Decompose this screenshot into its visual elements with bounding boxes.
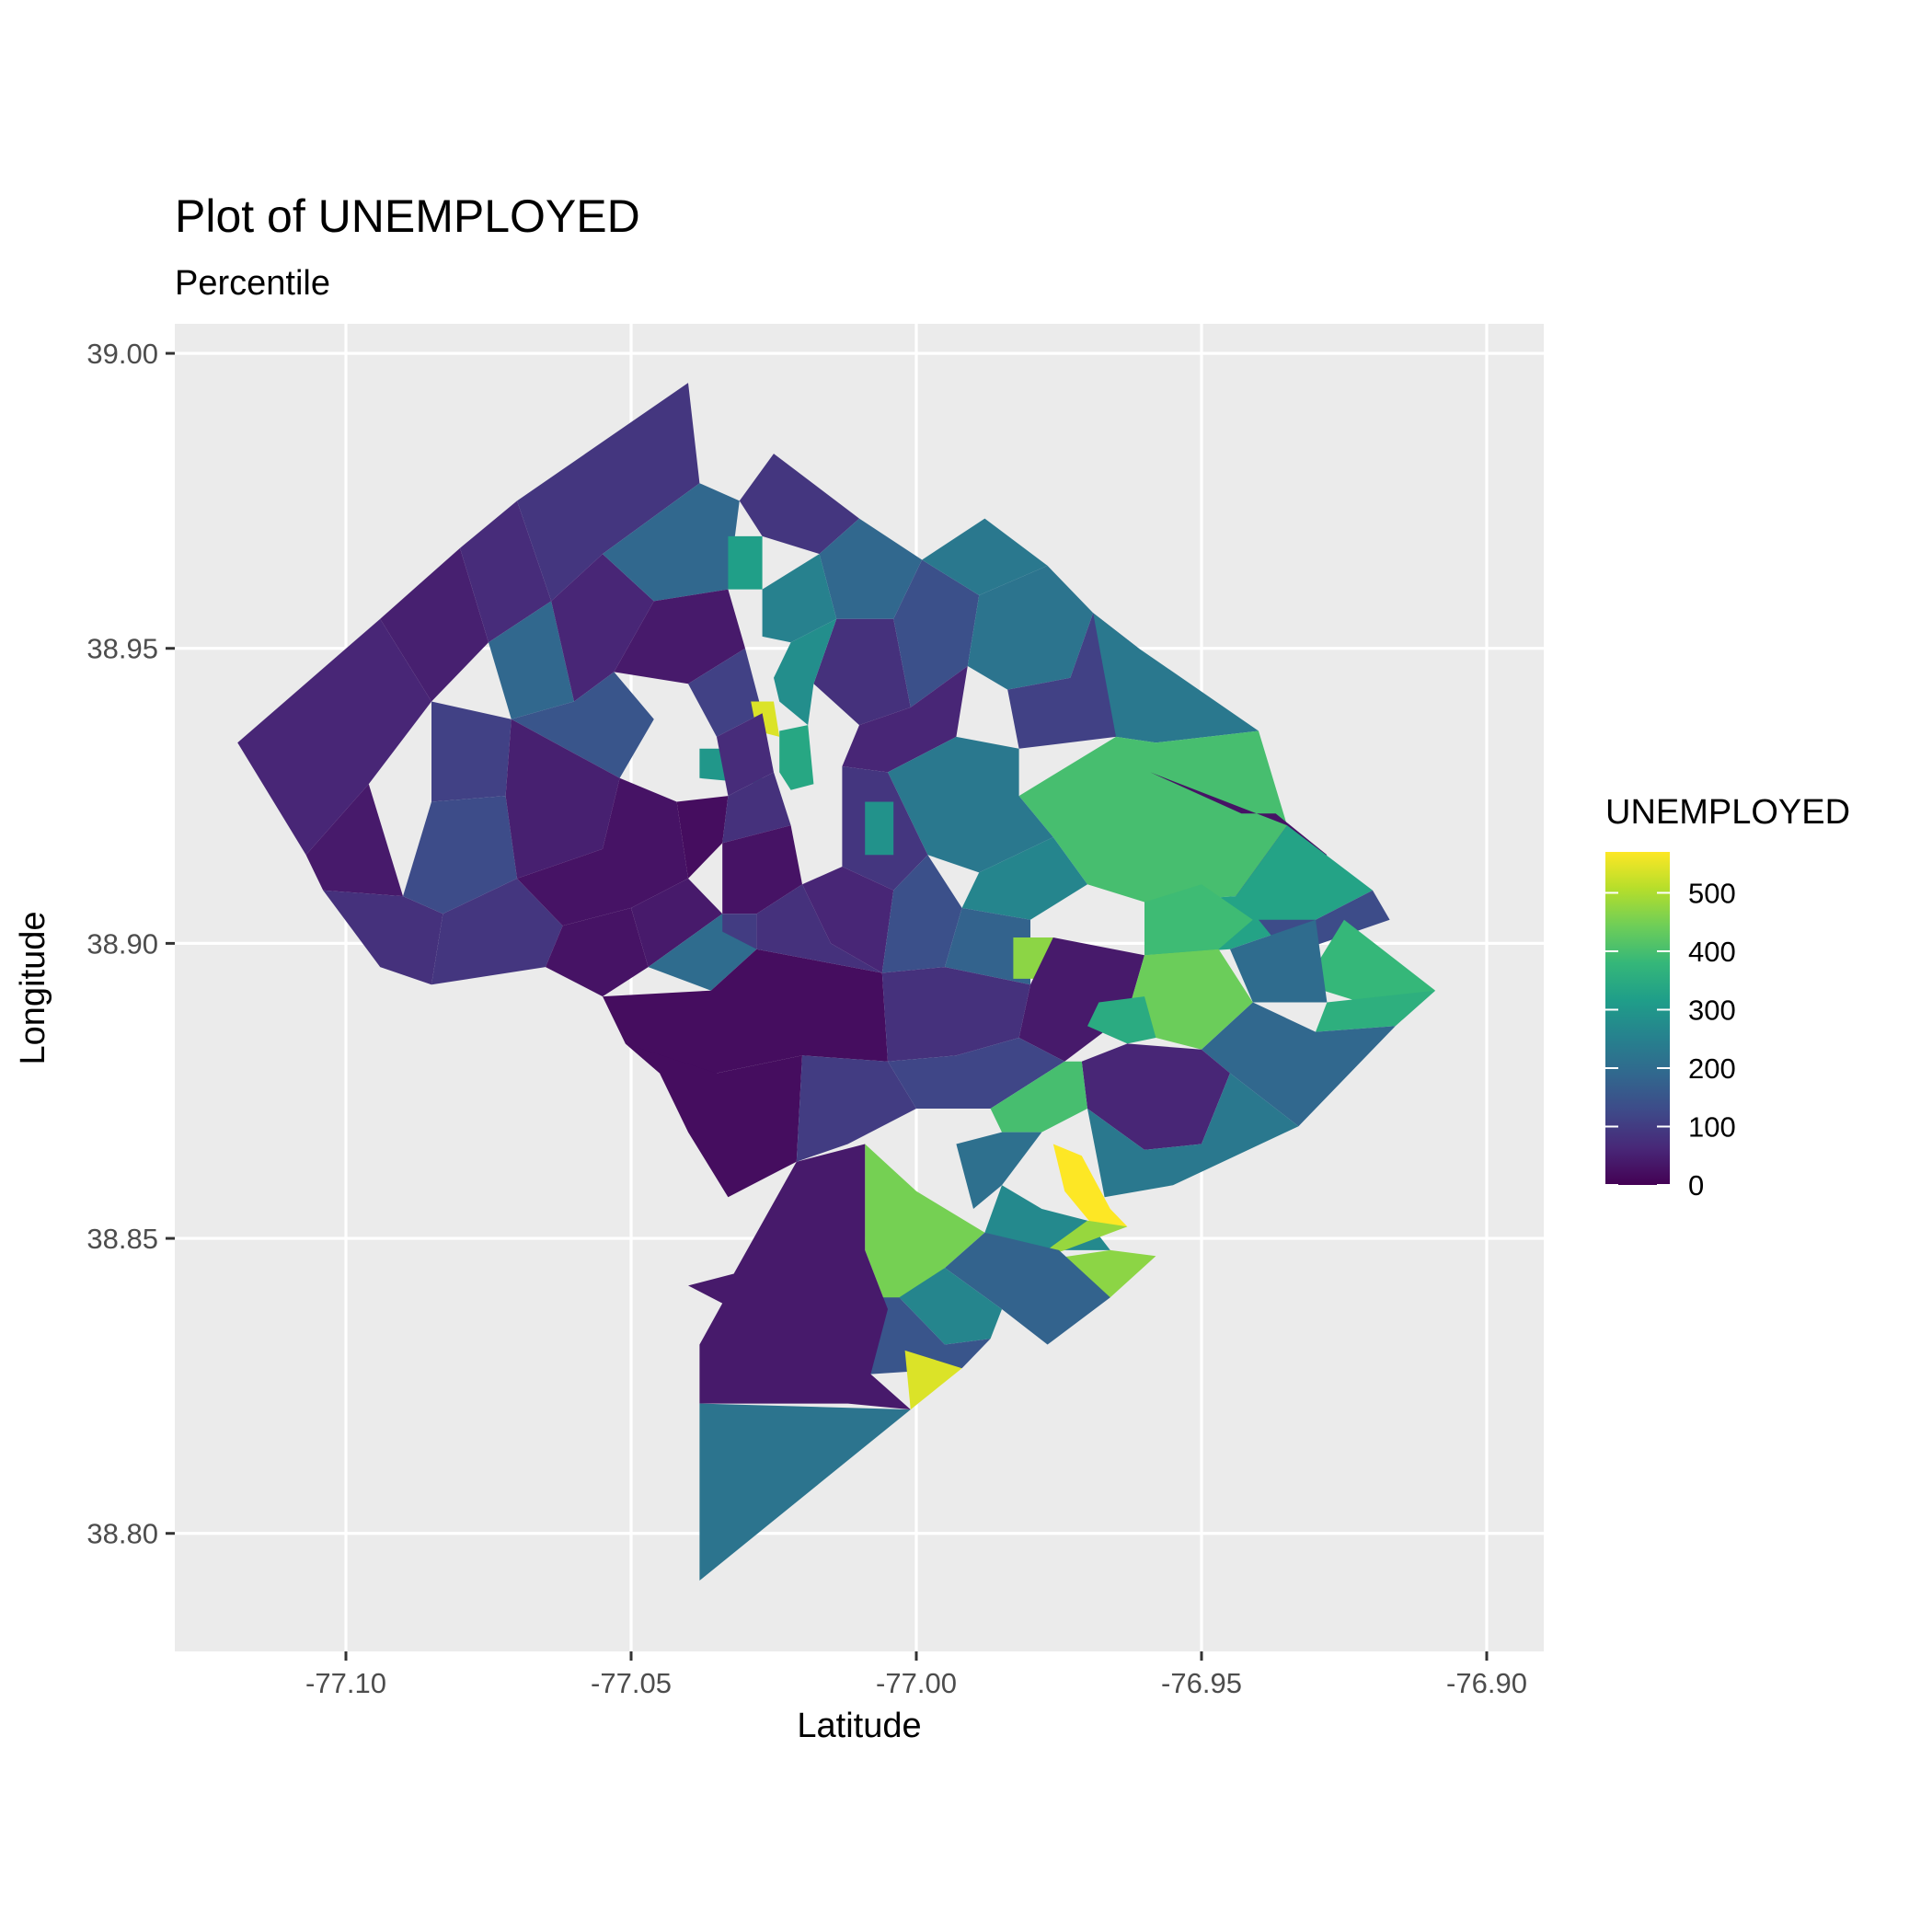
tract-friendship-heights	[460, 500, 552, 643]
tract-fort-totten	[813, 618, 911, 726]
x-tick-label-4: -76.90	[1446, 1667, 1527, 1699]
tract-brookland	[842, 666, 968, 773]
tract-joint-base-south	[699, 1403, 911, 1581]
tract-upper-nw-north	[517, 383, 700, 602]
tract-michigan-park	[967, 565, 1094, 690]
y-tick-label-2: 38.90	[86, 927, 158, 960]
tract-bellevue	[865, 1297, 991, 1374]
tract-washington-highlands	[899, 1268, 1002, 1345]
tract-hill-east	[1087, 996, 1156, 1044]
y-tick-label-0: 38.80	[86, 1518, 158, 1550]
tract-truxton-circle	[865, 801, 894, 856]
chart-title: Plot of UNEMPLOYED	[175, 190, 640, 242]
tract-petworth-north	[614, 589, 745, 684]
tract-st-elizabeths	[865, 1144, 985, 1309]
tract-near-northeast	[881, 855, 962, 973]
tract-lamond-riggs	[774, 618, 837, 726]
tract-fort-lincoln	[1093, 613, 1259, 743]
legend-label-2: 200	[1688, 1052, 1736, 1085]
regions-layer	[237, 383, 1436, 1581]
x-axis-title: Latitude	[797, 1707, 921, 1745]
tract-anacostia	[1052, 1144, 1128, 1233]
x-tick-label-2: -77.00	[876, 1667, 957, 1699]
tract-queens-chapel	[922, 518, 1048, 595]
tract-woodley-park	[517, 777, 688, 926]
y-axis-title: Longitude	[14, 912, 52, 1065]
tract-northwest-tip	[237, 618, 431, 856]
tract-forest-hills	[431, 701, 512, 802]
tract-burrville	[1144, 884, 1253, 956]
tract-ivy-city	[888, 736, 1053, 873]
legend-label-0: 0	[1688, 1169, 1704, 1202]
tract-adams-morgan	[722, 772, 791, 844]
legend-ticks: 0 100 200 300 400 500	[1605, 877, 1736, 1202]
tract-takoma-west	[739, 454, 859, 555]
tract-anacostia-north	[956, 1132, 1042, 1209]
tract-georgetown	[546, 907, 649, 997]
tract-joint-base-north	[688, 1144, 911, 1410]
tract-columbia-heights	[717, 713, 774, 797]
tract-logan-circle	[722, 914, 757, 949]
tract-cleveland-park-west	[403, 796, 517, 914]
legend-label-3: 300	[1688, 994, 1736, 1026]
legend-title: UNEMPLOYED	[1605, 793, 1850, 832]
tract-southwest-waterfront	[796, 1055, 916, 1162]
tract-brookland-north	[893, 559, 980, 707]
tract-chevy-chase-border	[380, 547, 489, 702]
tract-capitol-hill	[881, 967, 1030, 1062]
tract-east-potomac-park	[625, 1043, 802, 1198]
legend-colorbar	[1605, 852, 1670, 1185]
legend-label-5: 500	[1688, 877, 1736, 909]
y-tick-label-4: 39.00	[86, 338, 158, 370]
legend-label-4: 400	[1688, 936, 1736, 968]
legend: UNEMPLOYED 0 100 200 300 400 500	[1605, 793, 1850, 1202]
tract-fort-dupont-east	[1202, 1002, 1396, 1127]
tract-petworth	[688, 648, 763, 737]
y-axis: 38.80 38.85 38.90 38.95 39.00	[86, 338, 175, 1550]
x-axis: -77.10 -77.05 -77.00 -76.95 -76.90	[305, 1651, 1527, 1699]
tract-carver-langston	[945, 907, 1030, 985]
tract-noma	[802, 867, 894, 973]
tract-langdon	[1018, 730, 1287, 903]
tract-takoma	[819, 518, 923, 619]
tract-dupont-west	[631, 878, 723, 968]
tract-fairlawn	[990, 1061, 1087, 1133]
tract-congress-heights	[945, 1232, 1110, 1345]
tract-hillcrest	[1087, 1073, 1299, 1198]
tract-fort-dupont-north	[1127, 949, 1253, 1050]
y-tick-label-1: 38.85	[86, 1223, 158, 1255]
tract-brightwood	[762, 554, 837, 643]
tract-tenleytown	[489, 601, 574, 719]
tract-benning-heights	[1316, 990, 1436, 1032]
x-tick-label-3: -76.95	[1161, 1667, 1242, 1699]
tract-palisades-south	[323, 890, 443, 985]
tract-brightwood-west	[728, 535, 763, 590]
tract-crestwood	[551, 554, 654, 702]
tract-glover-park	[431, 878, 563, 985]
x-tick-label-0: -77.10	[305, 1667, 386, 1699]
tract-shaw	[722, 825, 802, 914]
tract-cathedral-heights	[505, 719, 620, 879]
tract-lincoln-heights	[1304, 919, 1436, 1003]
tract-river-terrace	[1018, 937, 1144, 1062]
tract-marshall-heights	[1081, 1043, 1230, 1150]
tract-capitol-view	[1230, 919, 1328, 1003]
tract-mount-pleasant	[676, 796, 729, 879]
x-tick-label-1: -77.05	[591, 1667, 672, 1699]
chart-subtitle: Percentile	[175, 264, 330, 303]
tract-palisades-north	[305, 784, 403, 897]
tract-navy-yard	[888, 1038, 1065, 1109]
tract-trinidad	[961, 837, 1087, 920]
tract-rock-creek-north	[603, 483, 740, 602]
tract-van-ness	[511, 672, 654, 778]
y-tick-label-3: 38.95	[86, 633, 158, 665]
tract-downtown	[756, 884, 882, 973]
tract-high-unemp-south	[904, 1350, 962, 1410]
tract-national-mall	[603, 949, 888, 1074]
legend-label-1: 100	[1688, 1110, 1736, 1143]
tract-park-view	[779, 725, 814, 790]
